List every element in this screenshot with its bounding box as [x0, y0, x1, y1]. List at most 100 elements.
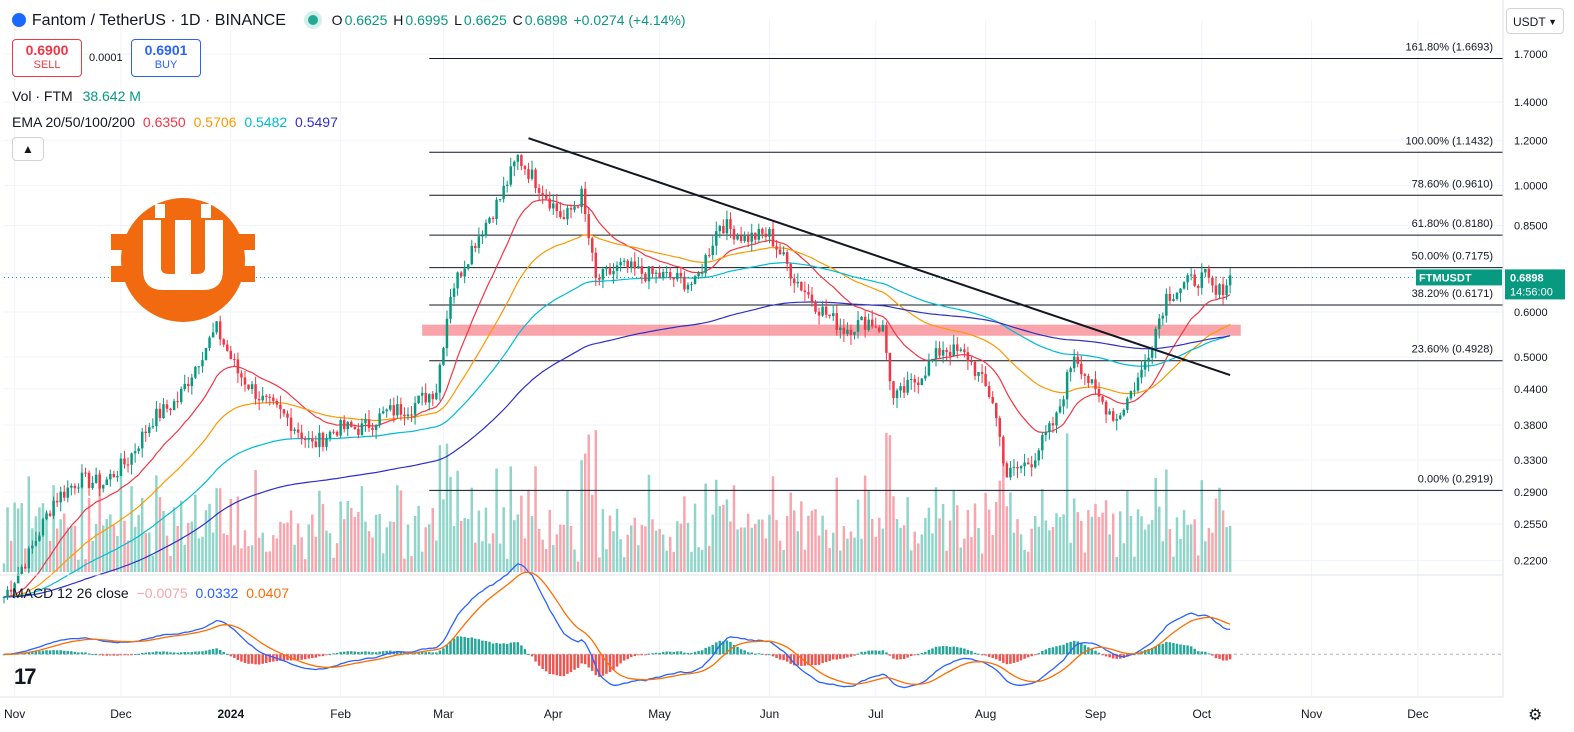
- volume-bar: [176, 525, 179, 572]
- macd-histogram-bar: [920, 653, 924, 655]
- candle: [158, 402, 162, 422]
- volume-bar: [878, 517, 881, 572]
- candle: [622, 258, 626, 267]
- collapse-legend-button[interactable]: ▲: [12, 137, 44, 161]
- candle-body: [311, 438, 314, 442]
- candle: [1072, 349, 1076, 373]
- volume-bar: [704, 483, 707, 572]
- candle: [70, 483, 73, 496]
- candle: [509, 157, 512, 187]
- candle-body: [339, 420, 342, 436]
- volume-bar: [1158, 506, 1161, 572]
- tradingview-logo-icon[interactable]: 17: [14, 664, 37, 689]
- candle-body: [172, 401, 176, 411]
- symbol-title[interactable]: Fantom / TetherUS · 1D · BINANCE: [31, 12, 286, 29]
- candle-body: [562, 217, 566, 220]
- candle: [374, 423, 378, 440]
- candle-body: [888, 352, 892, 382]
- gear-icon[interactable]: ⚙: [1528, 707, 1543, 724]
- candle: [1207, 265, 1211, 284]
- candle-body: [676, 272, 679, 280]
- candle: [435, 383, 438, 401]
- candle-body: [867, 319, 870, 330]
- volume-bar: [1214, 498, 1218, 572]
- macd-histogram-bar: [647, 653, 651, 655]
- candle-body: [991, 397, 994, 404]
- candle: [481, 230, 484, 244]
- volume-legend[interactable]: Vol · FTM 38.642 M: [12, 88, 141, 104]
- support-zone: [422, 324, 1241, 336]
- candle-body: [899, 386, 902, 391]
- volume-bar: [1037, 526, 1041, 572]
- candle: [353, 425, 357, 430]
- volume-bar: [151, 555, 155, 572]
- volume-bar: [516, 514, 520, 572]
- candle-body: [814, 302, 817, 312]
- macd-histogram-bar: [1189, 646, 1193, 655]
- volume-bar: [888, 435, 892, 572]
- macd-histogram-bar: [1019, 654, 1023, 661]
- volume-bar: [1051, 527, 1055, 572]
- volume-bar: [318, 490, 321, 572]
- candle-body: [477, 236, 481, 248]
- trendline[interactable]: [528, 137, 1231, 377]
- volume-bar: [1207, 527, 1211, 572]
- buy-button[interactable]: 0.6901 BUY: [131, 39, 201, 77]
- macd-histogram-bar: [119, 654, 123, 656]
- candle: [243, 370, 247, 392]
- candle: [909, 373, 913, 390]
- macd-legend[interactable]: MACD 12 26 close −0.0075 0.0332 0.0407: [12, 585, 289, 601]
- candle: [140, 427, 144, 458]
- macd-histogram-bar: [1225, 654, 1228, 661]
- candle: [619, 257, 622, 272]
- candle: [1030, 455, 1033, 477]
- candle-body: [73, 485, 77, 489]
- macd-histogram-bar: [1214, 654, 1218, 659]
- volume-bar: [782, 549, 785, 572]
- sell-button[interactable]: 0.6900 SELL: [12, 39, 82, 77]
- candle: [530, 160, 534, 181]
- currency-selector[interactable]: USDT ▼: [1506, 8, 1564, 34]
- macd-histogram-bar: [931, 648, 934, 655]
- candle: [6, 586, 9, 600]
- volume-bar: [133, 526, 137, 572]
- macd-histogram-bar: [764, 654, 768, 656]
- candle: [527, 162, 530, 184]
- ema-label: EMA 20/50/100/200: [12, 114, 135, 130]
- candle: [286, 410, 289, 427]
- macd-histogram-bar: [736, 646, 739, 655]
- candle-body: [1119, 415, 1122, 419]
- candle-body: [1129, 391, 1133, 399]
- candle-body: [307, 438, 311, 440]
- candle-body: [374, 425, 378, 430]
- candle: [881, 320, 885, 332]
- candle: [867, 313, 870, 332]
- candle-body: [1016, 466, 1019, 469]
- ema-legend[interactable]: EMA 20/50/100/200 0.6350 0.5706 0.5482 0…: [12, 114, 338, 130]
- candle: [101, 484, 105, 493]
- macd-histogram-bar: [601, 654, 605, 676]
- candle-body: [396, 404, 399, 416]
- volume-bar: [1019, 534, 1023, 572]
- candle: [1041, 432, 1044, 460]
- macd-histogram-bar: [679, 651, 683, 655]
- candle: [339, 418, 342, 439]
- candle-body: [963, 349, 966, 353]
- volume-bar: [768, 514, 771, 572]
- candle: [1069, 366, 1072, 382]
- macd-histogram-bar: [1104, 654, 1108, 657]
- volume-bar: [101, 525, 105, 572]
- candle-body: [264, 395, 268, 397]
- candle-body: [183, 383, 186, 389]
- candle: [328, 430, 332, 442]
- candle: [452, 283, 456, 304]
- candle-body: [771, 228, 775, 247]
- candle: [591, 236, 594, 262]
- macd-histogram-bar: [658, 652, 661, 655]
- macd-histogram-bar: [449, 640, 452, 655]
- candle: [1111, 407, 1115, 423]
- macd-histogram-bar: [605, 654, 608, 674]
- candle-body: [1136, 377, 1140, 391]
- candle: [1204, 268, 1207, 278]
